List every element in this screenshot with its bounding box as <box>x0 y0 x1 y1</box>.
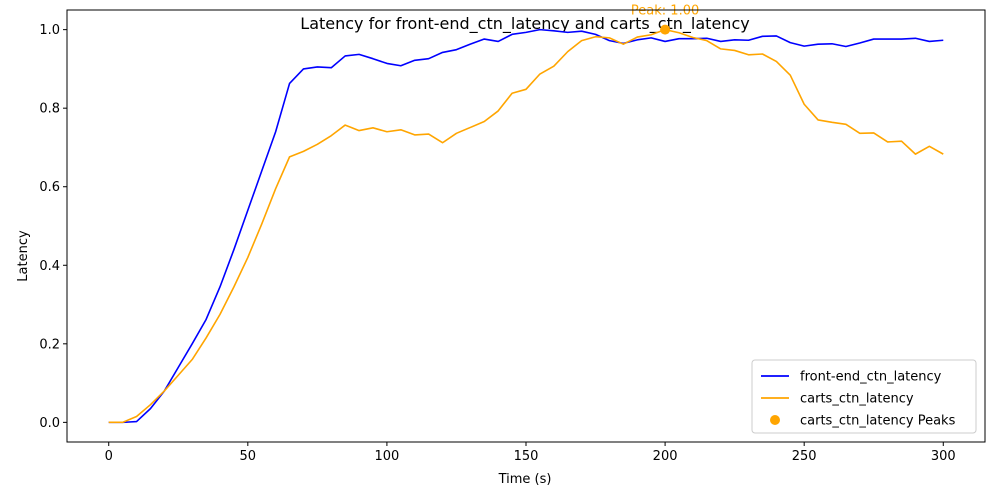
legend-marker-swatch <box>770 415 780 425</box>
x-tick-label: 200 <box>653 449 678 464</box>
legend-box <box>751 359 977 434</box>
y-axis-label: Latency <box>16 230 31 282</box>
peak-layer: Peak: 1.00 <box>631 4 699 35</box>
x-tick-label: 150 <box>514 449 539 464</box>
x-tick-label: 100 <box>374 449 399 464</box>
legend-label: carts_ctn_latency <box>800 392 914 407</box>
y-tick-label: 0.8 <box>39 102 60 117</box>
x-axis-label: Time (s) <box>498 472 552 487</box>
x-axis-ticks: 0 50 100 150 200 250 300 <box>105 442 956 464</box>
y-axis-ticks: 0.0 0.2 0.4 0.6 0.8 1.0 <box>39 23 67 431</box>
series-line-1 <box>108 28 944 424</box>
legend: front-end_ctn_latency carts_ctn_latencyca… <box>751 359 977 434</box>
x-tick-label: 300 <box>931 449 956 464</box>
legend-label: front-end_ctn_latency <box>800 370 942 385</box>
y-tick-label: 1.0 <box>39 23 60 38</box>
x-tick-label: 0 <box>105 449 113 464</box>
y-tick-label: 0.4 <box>39 259 60 274</box>
chart-title: Latency for front-end_ctn_latency and ca… <box>300 14 749 34</box>
series-line-0 <box>108 28 944 424</box>
y-tick-label: 0.0 <box>39 416 60 431</box>
peak-marker <box>660 24 671 35</box>
y-tick-label: 0.6 <box>39 180 60 195</box>
x-tick-label: 250 <box>792 449 817 464</box>
peak-annotation: Peak: 1.00 <box>631 4 699 19</box>
series-layer <box>108 28 944 424</box>
x-tick-label: 50 <box>240 449 257 464</box>
legend-label: carts_ctn_latency Peaks <box>800 414 956 429</box>
y-tick-label: 0.2 <box>39 337 60 352</box>
